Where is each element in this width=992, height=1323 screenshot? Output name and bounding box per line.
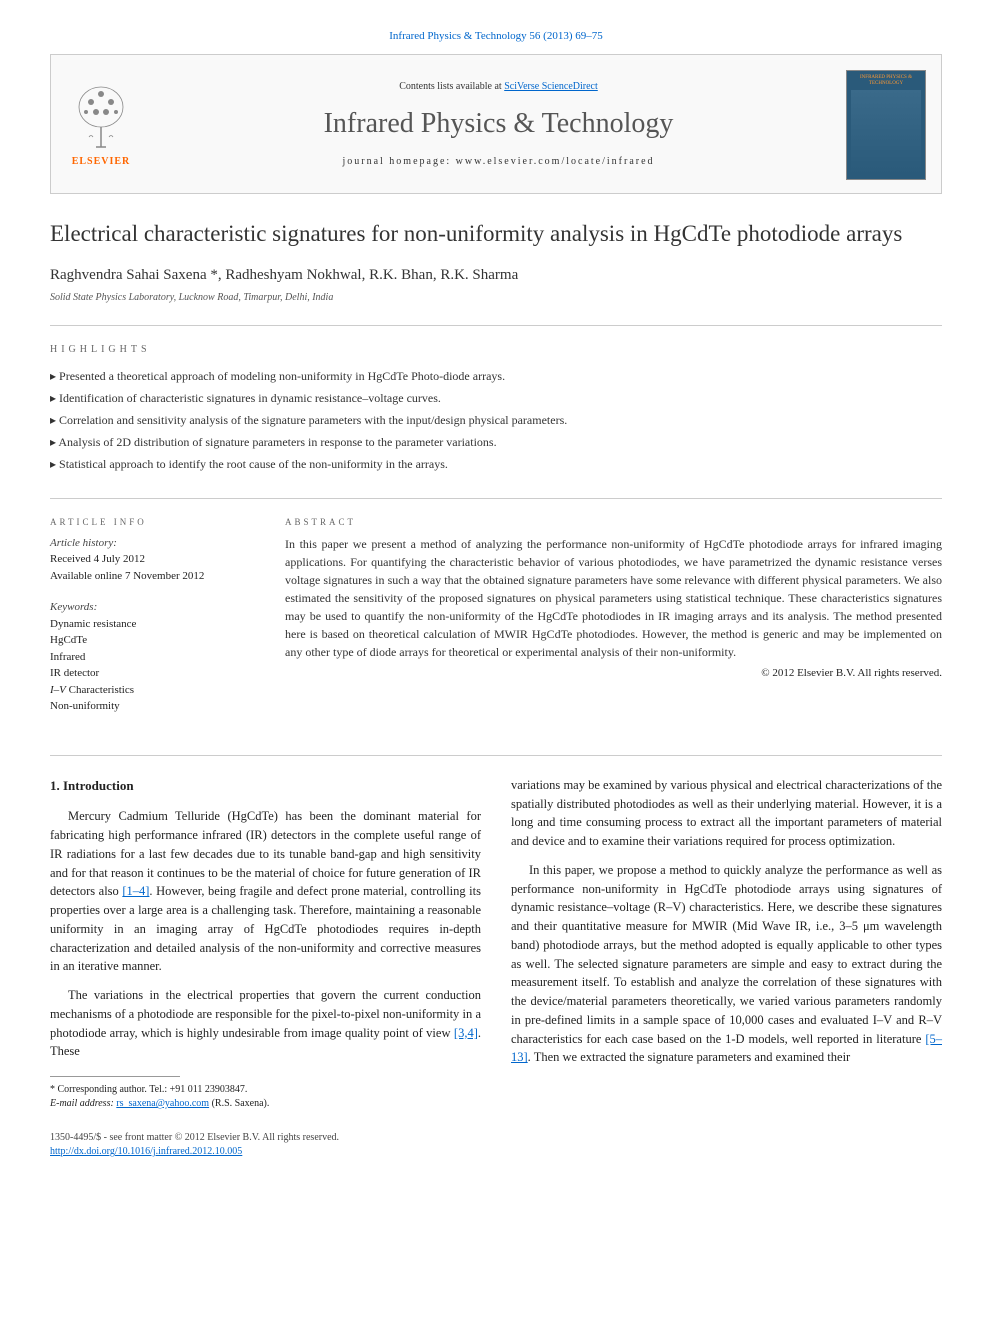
keyword: Dynamic resistance [50,616,250,633]
highlight-item: Analysis of 2D distribution of signature… [50,433,942,451]
journal-homepage: journal homepage: www.elsevier.com/locat… [163,156,834,167]
highlight-item: Identification of characteristic signatu… [50,389,942,407]
article-info-heading: ARTICLE INFO [50,517,250,527]
highlights-label: HIGHLIGHTS [50,344,942,355]
abstract: ABSTRACT In this paper we present a meth… [285,517,942,730]
divider [50,498,942,499]
email-link[interactable]: rs_saxena@yahoo.com [116,1098,209,1109]
highlights-list: Presented a theoretical approach of mode… [50,367,942,473]
body-paragraph: Mercury Cadmium Telluride (HgCdTe) has b… [50,807,481,976]
received-date: Received 4 July 2012 [50,551,250,568]
doi-link[interactable]: http://dx.doi.org/10.1016/j.infrared.201… [50,1146,242,1157]
page-footer: 1350-4495/$ - see front matter © 2012 El… [50,1131,942,1159]
contents-list-line: Contents lists available at SciVerse Sci… [163,81,834,92]
keyword: Non-uniformity [50,698,250,715]
body-paragraph: In this paper, we propose a method to qu… [511,861,942,1067]
citation-link[interactable]: [3,4] [454,1026,478,1040]
corresponding-author-footnote: * Corresponding author. Tel.: +91 011 23… [50,1083,481,1111]
divider [50,755,942,756]
highlight-item: Correlation and sensitivity analysis of … [50,411,942,429]
citation-link[interactable]: [1–4] [122,884,149,898]
body-text: 1. Introduction Mercury Cadmium Tellurid… [50,776,942,1111]
article-info: ARTICLE INFO Article history: Received 4… [50,517,250,730]
journal-citation-link[interactable]: Infrared Physics & Technology 56 (2013) … [50,30,942,42]
keyword: Infrared [50,649,250,666]
body-paragraph: The variations in the electrical propert… [50,986,481,1061]
body-paragraph: variations may be examined by various ph… [511,776,942,851]
highlight-item: Statistical approach to identify the roo… [50,455,942,473]
journal-cover-thumbnail: INFRARED PHYSICS & TECHNOLOGY [846,70,926,180]
affiliation: Solid State Physics Laboratory, Lucknow … [50,292,942,303]
abstract-heading: ABSTRACT [285,517,942,527]
abstract-text: In this paper we present a method of ana… [285,535,942,661]
elsevier-logo: ELSEVIER [51,55,151,193]
sciencedirect-link[interactable]: SciVerse ScienceDirect [504,81,598,92]
keywords-label: Keywords: [50,599,250,616]
footnote-separator [50,1076,180,1077]
article-title: Electrical characteristic signatures for… [50,219,942,249]
author-list: Raghvendra Sahai Saxena *, Radheshyam No… [50,267,942,284]
divider [50,325,942,326]
history-label: Article history: [50,535,250,552]
keyword: HgCdTe [50,632,250,649]
elsevier-tree-icon [71,82,131,152]
journal-header: ELSEVIER Contents lists available at Sci… [50,54,942,194]
online-date: Available online 7 November 2012 [50,568,250,585]
highlight-item: Presented a theoretical approach of mode… [50,367,942,385]
abstract-copyright: © 2012 Elsevier B.V. All rights reserved… [285,667,942,679]
keyword: IR detector [50,665,250,682]
journal-name: Infrared Physics & Technology [163,108,834,140]
front-matter-line: 1350-4495/$ - see front matter © 2012 El… [50,1131,942,1145]
keyword: I–V Characteristics [50,682,250,699]
elsevier-wordmark: ELSEVIER [72,156,131,167]
section-heading: 1. Introduction [50,776,481,796]
